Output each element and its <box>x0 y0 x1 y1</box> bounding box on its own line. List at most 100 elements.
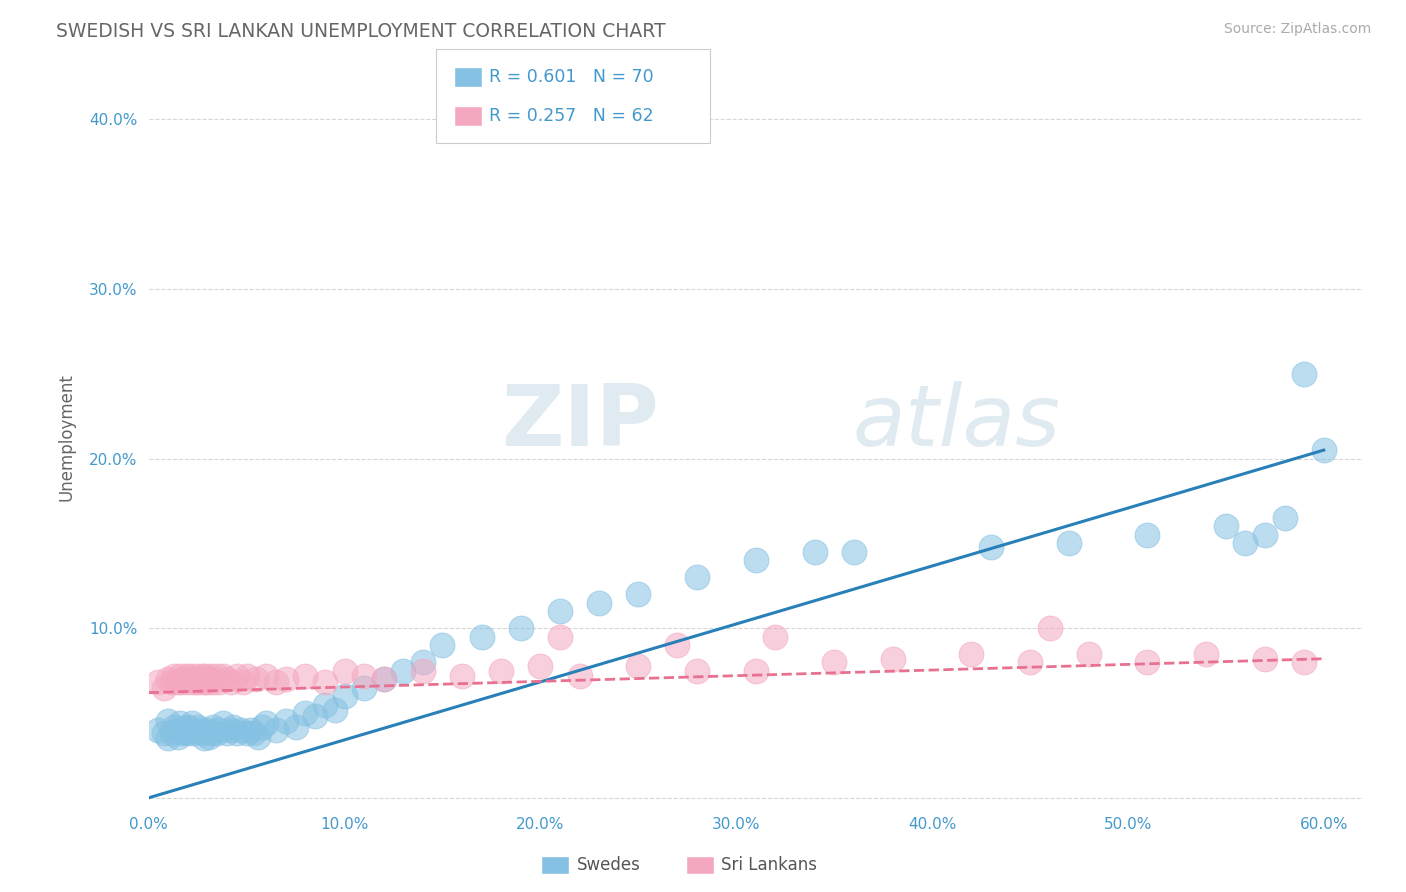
Point <box>177 720 200 734</box>
Point <box>157 714 180 729</box>
Point <box>198 730 221 744</box>
Point <box>252 720 274 734</box>
Point <box>187 675 209 690</box>
Point <box>1234 536 1257 550</box>
Point <box>229 723 252 737</box>
Point <box>548 604 571 618</box>
Point <box>314 675 336 690</box>
Point <box>187 720 209 734</box>
Point <box>174 669 197 683</box>
Point <box>245 672 267 686</box>
Point <box>1274 511 1296 525</box>
Point <box>219 723 242 737</box>
Point <box>183 726 205 740</box>
Point <box>803 545 825 559</box>
Point <box>215 672 238 686</box>
Y-axis label: Unemployment: Unemployment <box>58 374 75 501</box>
Point <box>183 675 205 690</box>
Point <box>225 726 247 740</box>
Point <box>432 638 454 652</box>
Point <box>170 675 193 690</box>
Point <box>225 669 247 683</box>
Point <box>212 716 235 731</box>
Point <box>167 730 190 744</box>
Point <box>179 669 201 683</box>
Text: Source: ZipAtlas.com: Source: ZipAtlas.com <box>1223 22 1371 37</box>
Point <box>529 658 551 673</box>
Text: R = 0.601   N = 70: R = 0.601 N = 70 <box>489 68 654 86</box>
Point <box>323 703 346 717</box>
Point <box>373 672 395 686</box>
Text: ZIP: ZIP <box>501 381 658 464</box>
Point <box>202 675 225 690</box>
Point <box>451 669 474 683</box>
Point <box>294 706 316 720</box>
Point <box>174 724 197 739</box>
Point <box>471 630 494 644</box>
Point <box>548 630 571 644</box>
Text: atlas: atlas <box>853 381 1062 464</box>
Point <box>412 655 434 669</box>
Point <box>509 621 531 635</box>
Point <box>212 669 235 683</box>
Point <box>219 675 242 690</box>
Point <box>239 723 262 737</box>
Point <box>197 675 219 690</box>
Point <box>763 630 786 644</box>
Point <box>163 669 186 683</box>
Point <box>1254 528 1277 542</box>
Point <box>666 638 689 652</box>
Point <box>153 681 176 695</box>
Point <box>568 669 591 683</box>
Point <box>198 672 221 686</box>
Point <box>205 669 228 683</box>
Point <box>686 570 709 584</box>
Point <box>745 553 768 567</box>
Point <box>1019 655 1042 669</box>
Point <box>254 716 277 731</box>
Point <box>157 672 180 686</box>
Point <box>1077 647 1099 661</box>
Point <box>205 726 228 740</box>
Point <box>373 672 395 686</box>
Point <box>264 723 287 737</box>
Point <box>1254 651 1277 665</box>
Point <box>194 669 217 683</box>
Point <box>200 669 222 683</box>
Text: R = 0.257   N = 62: R = 0.257 N = 62 <box>489 107 654 125</box>
Point <box>980 540 1002 554</box>
Point <box>1312 443 1334 458</box>
Point <box>179 723 201 737</box>
Point <box>1038 621 1060 635</box>
Point <box>1195 647 1218 661</box>
Point <box>208 675 231 690</box>
Point <box>333 664 356 678</box>
Text: Swedes: Swedes <box>576 856 640 874</box>
Point <box>157 731 180 746</box>
Point <box>274 714 297 729</box>
Point <box>177 726 200 740</box>
Point <box>745 664 768 678</box>
Point <box>148 675 170 690</box>
Point <box>169 716 191 731</box>
Point <box>200 726 222 740</box>
Point <box>177 675 200 690</box>
Point <box>254 669 277 683</box>
Point <box>1294 655 1316 669</box>
Point <box>353 681 375 695</box>
Point <box>232 675 254 690</box>
Point <box>627 658 650 673</box>
Point <box>148 723 170 737</box>
Point <box>215 726 238 740</box>
Point <box>304 709 326 723</box>
Point <box>235 726 257 740</box>
Point <box>412 664 434 678</box>
Point <box>1136 528 1159 542</box>
Point <box>392 664 415 678</box>
Point <box>188 672 211 686</box>
Point <box>190 726 212 740</box>
Point <box>823 655 845 669</box>
Point <box>193 731 215 746</box>
Point <box>180 716 202 731</box>
Point <box>163 720 186 734</box>
